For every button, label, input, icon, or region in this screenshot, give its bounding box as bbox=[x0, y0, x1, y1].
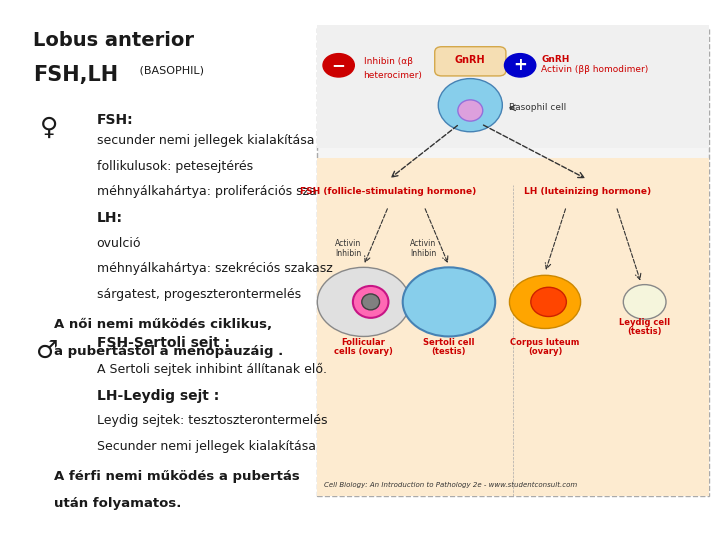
Text: Activin
Inhibin: Activin Inhibin bbox=[410, 239, 436, 259]
Bar bbox=[318, 183, 513, 206]
Text: sárgatest, progeszterontermelés: sárgatest, progeszterontermelés bbox=[96, 287, 301, 301]
Text: follikulusok: petesejtérés: follikulusok: petesejtérés bbox=[96, 160, 253, 173]
Text: GnRH: GnRH bbox=[541, 55, 570, 64]
Ellipse shape bbox=[510, 275, 580, 328]
Ellipse shape bbox=[458, 100, 483, 121]
Ellipse shape bbox=[353, 286, 389, 318]
Text: (ovary): (ovary) bbox=[528, 347, 562, 356]
Text: ♀: ♀ bbox=[40, 116, 58, 140]
Text: Leydig sejtek: tesztoszterontermelés: Leydig sejtek: tesztoszterontermelés bbox=[96, 414, 327, 427]
Text: A női nemi működés ciklikus,: A női nemi működés ciklikus, bbox=[54, 319, 272, 332]
Text: Leydig cell: Leydig cell bbox=[619, 318, 670, 327]
Bar bbox=[513, 183, 708, 206]
Text: A férfi nemi működés a pubertás: A férfi nemi működés a pubertás bbox=[54, 470, 300, 483]
Text: FSH-Sertoli sejt :: FSH-Sertoli sejt : bbox=[96, 336, 230, 350]
Circle shape bbox=[318, 267, 410, 336]
Ellipse shape bbox=[438, 79, 503, 132]
Text: ♂: ♂ bbox=[36, 339, 58, 363]
Circle shape bbox=[505, 53, 536, 77]
Text: Lobus anterior: Lobus anterior bbox=[32, 31, 194, 50]
Text: Sertoli cell: Sertoli cell bbox=[423, 338, 474, 347]
Bar bbox=[318, 25, 708, 148]
Text: FSH:: FSH: bbox=[96, 113, 133, 127]
Text: (BASOPHIL): (BASOPHIL) bbox=[136, 65, 204, 75]
Text: A Sertoli sejtek inhibint állítanak elő.: A Sertoli sejtek inhibint állítanak elő. bbox=[96, 363, 327, 376]
Text: ovulció: ovulció bbox=[96, 237, 141, 249]
Text: GnRH: GnRH bbox=[455, 55, 485, 65]
Ellipse shape bbox=[361, 294, 379, 310]
Text: LH-Leydig sejt :: LH-Leydig sejt : bbox=[96, 389, 219, 402]
Text: FSH (follicle-stimulating hormone): FSH (follicle-stimulating hormone) bbox=[300, 187, 477, 196]
Text: a pubertástól a menopauzáig .: a pubertástól a menopauzáig . bbox=[54, 345, 283, 358]
Text: méhnyálkahártya: szekréciós szakasz: méhnyálkahártya: szekréciós szakasz bbox=[96, 262, 333, 275]
Text: Follicular: Follicular bbox=[341, 338, 385, 347]
Text: +: + bbox=[513, 56, 527, 75]
Text: Corpus luteum: Corpus luteum bbox=[510, 338, 580, 347]
Ellipse shape bbox=[531, 287, 567, 316]
Text: −: − bbox=[332, 56, 346, 75]
Text: után folyamatos.: után folyamatos. bbox=[54, 497, 181, 510]
Circle shape bbox=[323, 53, 354, 77]
Text: cells (ovary): cells (ovary) bbox=[334, 347, 393, 356]
Bar bbox=[318, 28, 708, 496]
Text: FSH,LH: FSH,LH bbox=[32, 65, 118, 85]
Text: Secunder nemi jellegek kialakítása: Secunder nemi jellegek kialakítása bbox=[96, 440, 315, 453]
Text: (testis): (testis) bbox=[432, 347, 467, 356]
Text: Inhibin (αβ: Inhibin (αβ bbox=[364, 57, 413, 66]
Text: Basophil cell: Basophil cell bbox=[510, 103, 567, 112]
Text: Activin (ββ homodimer): Activin (ββ homodimer) bbox=[541, 65, 649, 74]
Ellipse shape bbox=[624, 285, 666, 319]
Text: Cell Biology: An Introduction to Pathology 2e - www.studentconsult.com: Cell Biology: An Introduction to Patholo… bbox=[325, 482, 577, 488]
Text: heterocimer): heterocimer) bbox=[364, 71, 423, 80]
Text: méhnyálkahártya: proliferációs szakas: méhnyálkahártya: proliferációs szakas bbox=[96, 185, 338, 199]
Text: Activin
Inhibin: Activin Inhibin bbox=[335, 239, 361, 259]
Text: (testis): (testis) bbox=[627, 327, 662, 336]
Text: secunder nemi jellegek kialakítása: secunder nemi jellegek kialakítása bbox=[96, 134, 314, 147]
Circle shape bbox=[402, 267, 495, 336]
Text: LH (luteinizing hormone): LH (luteinizing hormone) bbox=[524, 187, 652, 196]
Bar bbox=[318, 158, 708, 496]
FancyBboxPatch shape bbox=[435, 46, 506, 76]
Text: LH:: LH: bbox=[96, 211, 122, 225]
